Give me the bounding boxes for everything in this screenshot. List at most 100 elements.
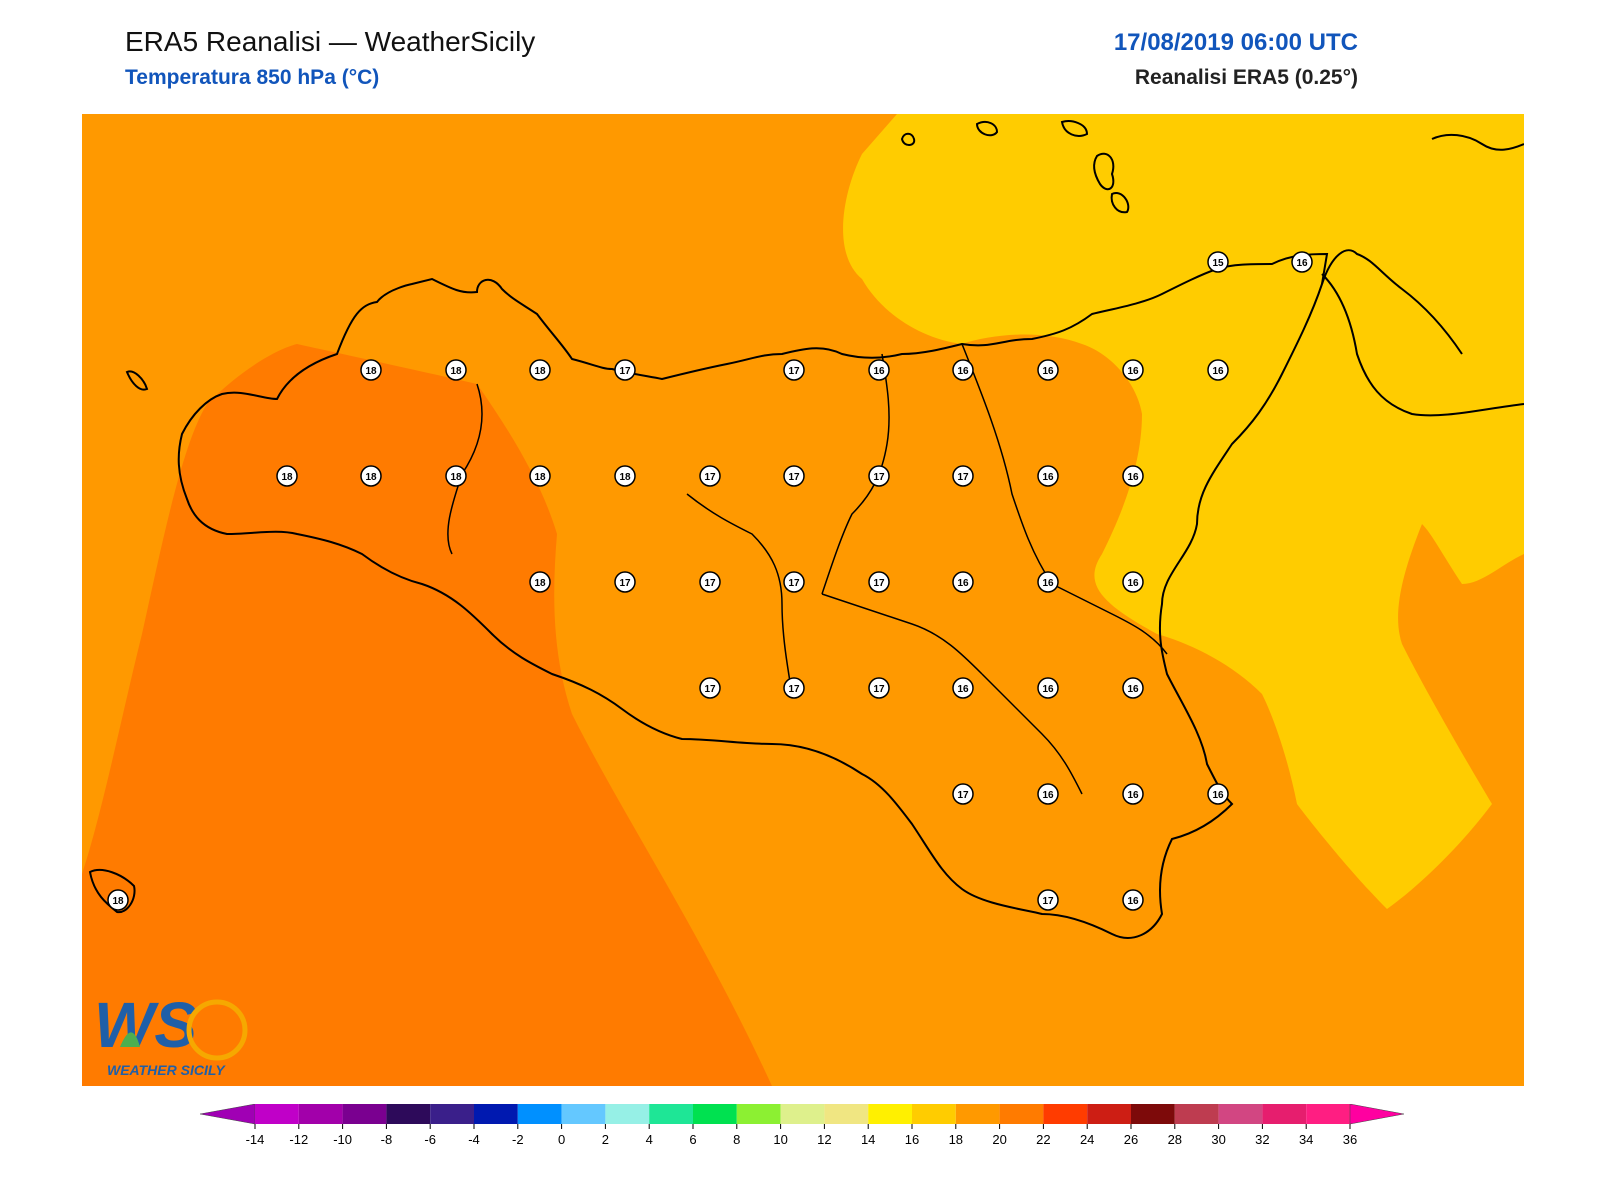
colorbar-swatch [1306,1104,1350,1124]
map-subtitle: Temperatura 850 hPa (°C) [125,66,380,89]
svg-text:16: 16 [1127,366,1139,377]
svg-text:18: 18 [365,472,377,483]
colorbar-tick-label: -6 [424,1132,436,1147]
colorbar-swatch [386,1104,431,1124]
colorbar-swatch [1131,1104,1175,1124]
svg-text:16: 16 [1042,366,1054,377]
colorbar-tick-label: -2 [512,1132,524,1147]
svg-text:17: 17 [619,578,631,589]
colorbar-swatch [517,1104,562,1124]
station-temperature-label: 18 [445,359,467,381]
station-temperature-label: 15 [1207,251,1229,273]
colorbar-swatch [693,1104,737,1124]
colorbar-tick-label: 32 [1255,1132,1269,1147]
logo-mark: WS [94,989,197,1061]
svg-text:16: 16 [957,366,969,377]
colorbar-swatch [824,1104,869,1124]
svg-text:16: 16 [1127,472,1139,483]
colorbar-tick-label: -14 [246,1132,265,1147]
colorbar-tick-label: 8 [733,1132,740,1147]
colorbar-tick-label: -4 [468,1132,480,1147]
svg-text:16: 16 [1042,472,1054,483]
colorbar-tick-label: 26 [1124,1132,1138,1147]
colorbar-tick-label: 36 [1343,1132,1357,1147]
station-temperature-label: 17 [699,677,721,699]
station-temperature-label: 17 [699,465,721,487]
colorbar-swatch [868,1104,912,1124]
station-temperature-label: 17 [1037,889,1059,911]
colorbar-tick-label: -10 [333,1132,352,1147]
svg-text:17: 17 [1042,896,1054,907]
colorbar-tick-label: 24 [1080,1132,1094,1147]
colorbar-tick-label: 22 [1036,1132,1050,1147]
colorbar-swatch [298,1104,343,1124]
svg-text:16: 16 [957,578,969,589]
colorbar-tick-label: 14 [861,1132,875,1147]
station-temperature-label: 17 [614,571,636,593]
svg-text:18: 18 [450,472,462,483]
field-14-16-north [843,114,1524,909]
svg-text:18: 18 [534,472,546,483]
colorbar-swatch [736,1104,781,1124]
colorbar-swatch [955,1104,1000,1124]
colorbar-tick-label: 18 [949,1132,963,1147]
colorbar-over-arrow [1349,1104,1404,1125]
svg-text:18: 18 [619,472,631,483]
colorbar-swatch [605,1104,650,1124]
station-temperature-label: 18 [276,465,298,487]
station-temperature-label: 17 [952,783,974,805]
svg-text:16: 16 [1127,896,1139,907]
station-temperature-label: 18 [445,465,467,487]
colorbar-under-arrow [200,1104,256,1125]
station-temperature-label: 16 [1037,465,1059,487]
colorbar-swatch [430,1104,474,1124]
temperature-colorbar: -14 -12 -10 -8 -6 -4 -2 0 2 4 6 8 10 12 14 16 18 20 22 24 26… [200,1104,1404,1147]
svg-text:16: 16 [1296,258,1308,269]
svg-text:16: 16 [1212,366,1224,377]
station-temperature-label: 17 [783,465,805,487]
svg-text:17: 17 [957,790,969,801]
station-temperature-label: 17 [783,677,805,699]
station-temperature-label: 16 [1122,465,1144,487]
svg-text:18: 18 [112,896,124,907]
colorbar-swatch [1174,1104,1219,1124]
colorbar-tick-label: 20 [992,1132,1006,1147]
svg-text:17: 17 [788,472,800,483]
weathersicily-logo-text: WEATHER SICILY [107,1062,225,1078]
svg-text:16: 16 [1127,790,1139,801]
colorbar-swatch [1262,1104,1307,1124]
data-source-label: Reanalisi ERA5 (0.25°) [1134,66,1358,89]
svg-text:17: 17 [788,684,800,695]
svg-text:16: 16 [1042,790,1054,801]
station-temperature-label: 16 [1122,889,1144,911]
station-temperature-label: 16 [952,571,974,593]
station-temperature-label: 16 [1037,783,1059,805]
svg-text:18: 18 [281,472,293,483]
colorbar-tick-label: 4 [646,1132,653,1147]
colorbar-swatch [255,1104,299,1124]
field-18-20 [82,344,772,1086]
colorbar-swatch [1043,1104,1088,1124]
svg-text:17: 17 [873,472,885,483]
svg-text:16: 16 [1127,578,1139,589]
colorbar-tick-label: -8 [381,1132,393,1147]
colorbar-tick-label: 28 [1168,1132,1182,1147]
svg-text:18: 18 [365,366,377,377]
station-temperature-label: 16 [1291,251,1313,273]
weathersicily-logo: WS [92,985,257,1080]
colorbar-tick-label: -12 [289,1132,308,1147]
station-temperature-label: 18 [360,465,382,487]
svg-text:16: 16 [1127,684,1139,695]
svg-text:18: 18 [450,366,462,377]
svg-text:16: 16 [1042,578,1054,589]
svg-text:15: 15 [1212,258,1224,269]
station-temperature-label: 17 [614,359,636,381]
svg-text:17: 17 [957,472,969,483]
colorbar-tick-label: 34 [1299,1132,1313,1147]
colorbar-tick-label: 12 [817,1132,831,1147]
svg-text:16: 16 [957,684,969,695]
svg-text:18: 18 [534,366,546,377]
station-temperature-label: 16 [1207,359,1229,381]
colorbar-tick-label: 30 [1211,1132,1225,1147]
station-temperature-label: 16 [1122,571,1144,593]
